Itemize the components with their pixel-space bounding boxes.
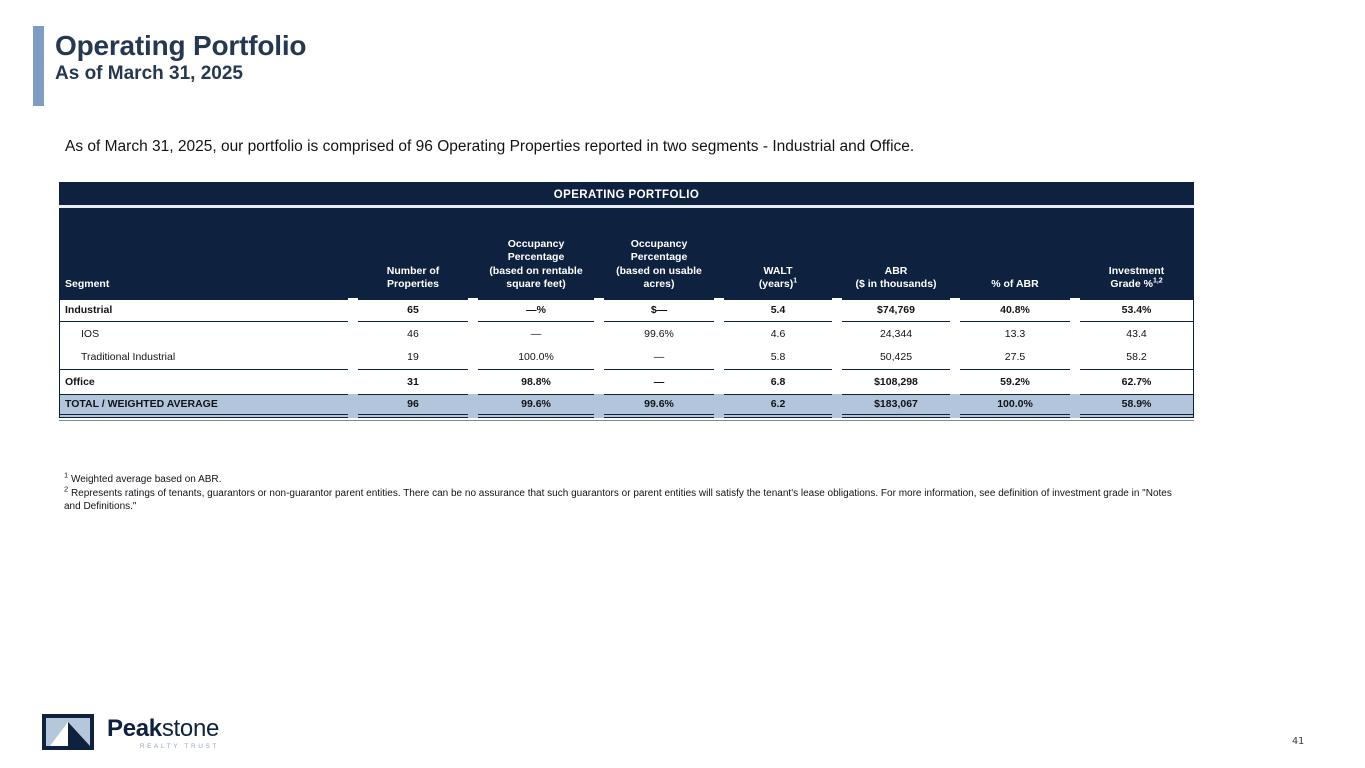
column-header: ABR ($ in thousands) [855, 264, 937, 291]
total-cell: 6.2 [724, 393, 832, 418]
table-cell: 65 [358, 297, 468, 322]
page-number: 41 [1292, 736, 1305, 747]
segment-cell: Industrial [60, 297, 348, 322]
table-cell: 50,425 [842, 346, 950, 370]
total-cell: 99.6% [604, 393, 714, 418]
table-cell: 59.2% [1000, 375, 1030, 388]
peakstone-logo: Peakstone REALTY TRUST [42, 714, 219, 750]
logo-wordmark: Peakstone REALTY TRUST [107, 715, 220, 751]
total-cell: 99.6% [478, 393, 594, 418]
table-cell: 27.5 [960, 346, 1070, 370]
page-subtitle: As of March 31, 2025 [55, 62, 243, 84]
table-total-row: TOTAL / WEIGHTED AVERAGE 96 99.6% 99.6% 6.2 $… [59, 393, 1194, 418]
table-row: Traditional Industrial 19 100.0% — 5.8 50,425… [60, 346, 1193, 370]
table-cell: $108,298 [874, 375, 918, 388]
table-cell: 43.4 [1126, 327, 1147, 340]
slide-header: Operating Portfolio As of March 31, 2025 [55, 30, 307, 85]
column-header: Occupancy Percentage (based on rentable squ… [489, 238, 583, 291]
logo-tagline: REALTY TRUST [139, 743, 220, 750]
table-cell: — [604, 346, 714, 370]
table-row: Office 31 98.8% — 6.8 $108,298 59.2% 62.7% [60, 370, 1193, 394]
footnote-1: 1 Weighted average based on ABR. [64, 470, 1186, 487]
total-segment-cell: TOTAL / WEIGHTED AVERAGE [60, 393, 348, 418]
column-header: WALT (years)1 [758, 264, 798, 291]
column-header: Number of Properties [386, 264, 440, 291]
page-title: Operating Portfolio [55, 30, 307, 61]
mountain-logo-icon [42, 714, 94, 750]
table-cell: 53.4% [1080, 297, 1193, 322]
footnote-2: 2 Represents ratings of tenants, guarant… [64, 484, 1186, 514]
total-cell: $183,067 [842, 393, 950, 418]
footnote-2-text: Represents ratings of tenants, guarantor… [64, 487, 1172, 513]
table-cell: —% [478, 297, 594, 322]
table-cell: 4.6 [770, 327, 786, 340]
column-header: Occupancy Percentage (based on usable acres… [616, 238, 702, 291]
title-accent-bar [33, 26, 44, 106]
intro-text: As of March 31, 2025, our portfolio is c… [65, 138, 915, 155]
column-header: Investment Grade %1,2 [1108, 264, 1165, 291]
table-cell: $74,769 [842, 297, 950, 322]
total-cell: 96 [358, 393, 468, 418]
footnote-1-text: Weighted average based on ABR. [70, 474, 222, 485]
table-cell: — [530, 327, 542, 340]
table-row: Industrial 65 —% $— 5.4 $74,769 40.8% 53.4% [60, 297, 1193, 322]
table-cell: 58.2 [1080, 346, 1193, 370]
logo-brand-light: stone [161, 715, 220, 742]
total-cell: 100.0% [960, 393, 1070, 418]
segment-cell: IOS [81, 327, 100, 340]
table-cell: 98.8% [521, 375, 551, 388]
table-cell: 5.4 [724, 297, 832, 322]
segment-cell: Office [65, 375, 95, 388]
table-row: IOS 46 — 99.6% 4.6 24,344 13.3 43.4 [60, 322, 1193, 346]
logo-brand-bold: Peak [107, 715, 162, 742]
table-cell: 46 [407, 327, 419, 340]
table-cell: 6.8 [770, 375, 786, 388]
table-bottom-rule [59, 419, 1194, 422]
table-cell: 99.6% [644, 327, 674, 340]
table-cell: 13.3 [1004, 327, 1026, 340]
table-cell: 100.0% [478, 346, 594, 370]
table-cell: 31 [407, 375, 419, 388]
footnotes: 1 Weighted average based on ABR. 2 Repre… [64, 470, 1186, 514]
table-cell: 24,344 [879, 327, 913, 340]
table-cell: — [653, 375, 665, 388]
table-body: Industrial 65 —% $— 5.4 $74,769 40.8% 53.4% IOS 4… [59, 297, 1194, 394]
column-header: % of ABR [991, 278, 1039, 291]
table-cell: 40.8% [960, 297, 1070, 322]
table-title: OPERATING PORTFOLIO [59, 182, 1194, 208]
total-cell: 58.9% [1080, 393, 1193, 418]
footnote-1-marker: 1 [64, 470, 69, 480]
table-cell: 5.8 [724, 346, 832, 370]
table-cell: $— [604, 297, 714, 322]
segment-cell: Traditional Industrial [60, 346, 348, 370]
column-header: Segment [65, 278, 110, 291]
table-cell: 19 [358, 346, 468, 370]
table-header-row: Segment Number of Properties Occupancy Perce… [59, 208, 1194, 298]
footnote-2-marker: 2 [64, 484, 69, 494]
table-cell: 62.7% [1121, 375, 1152, 388]
operating-portfolio-table: OPERATING PORTFOLIO Segment Number of Prop… [59, 182, 1194, 422]
